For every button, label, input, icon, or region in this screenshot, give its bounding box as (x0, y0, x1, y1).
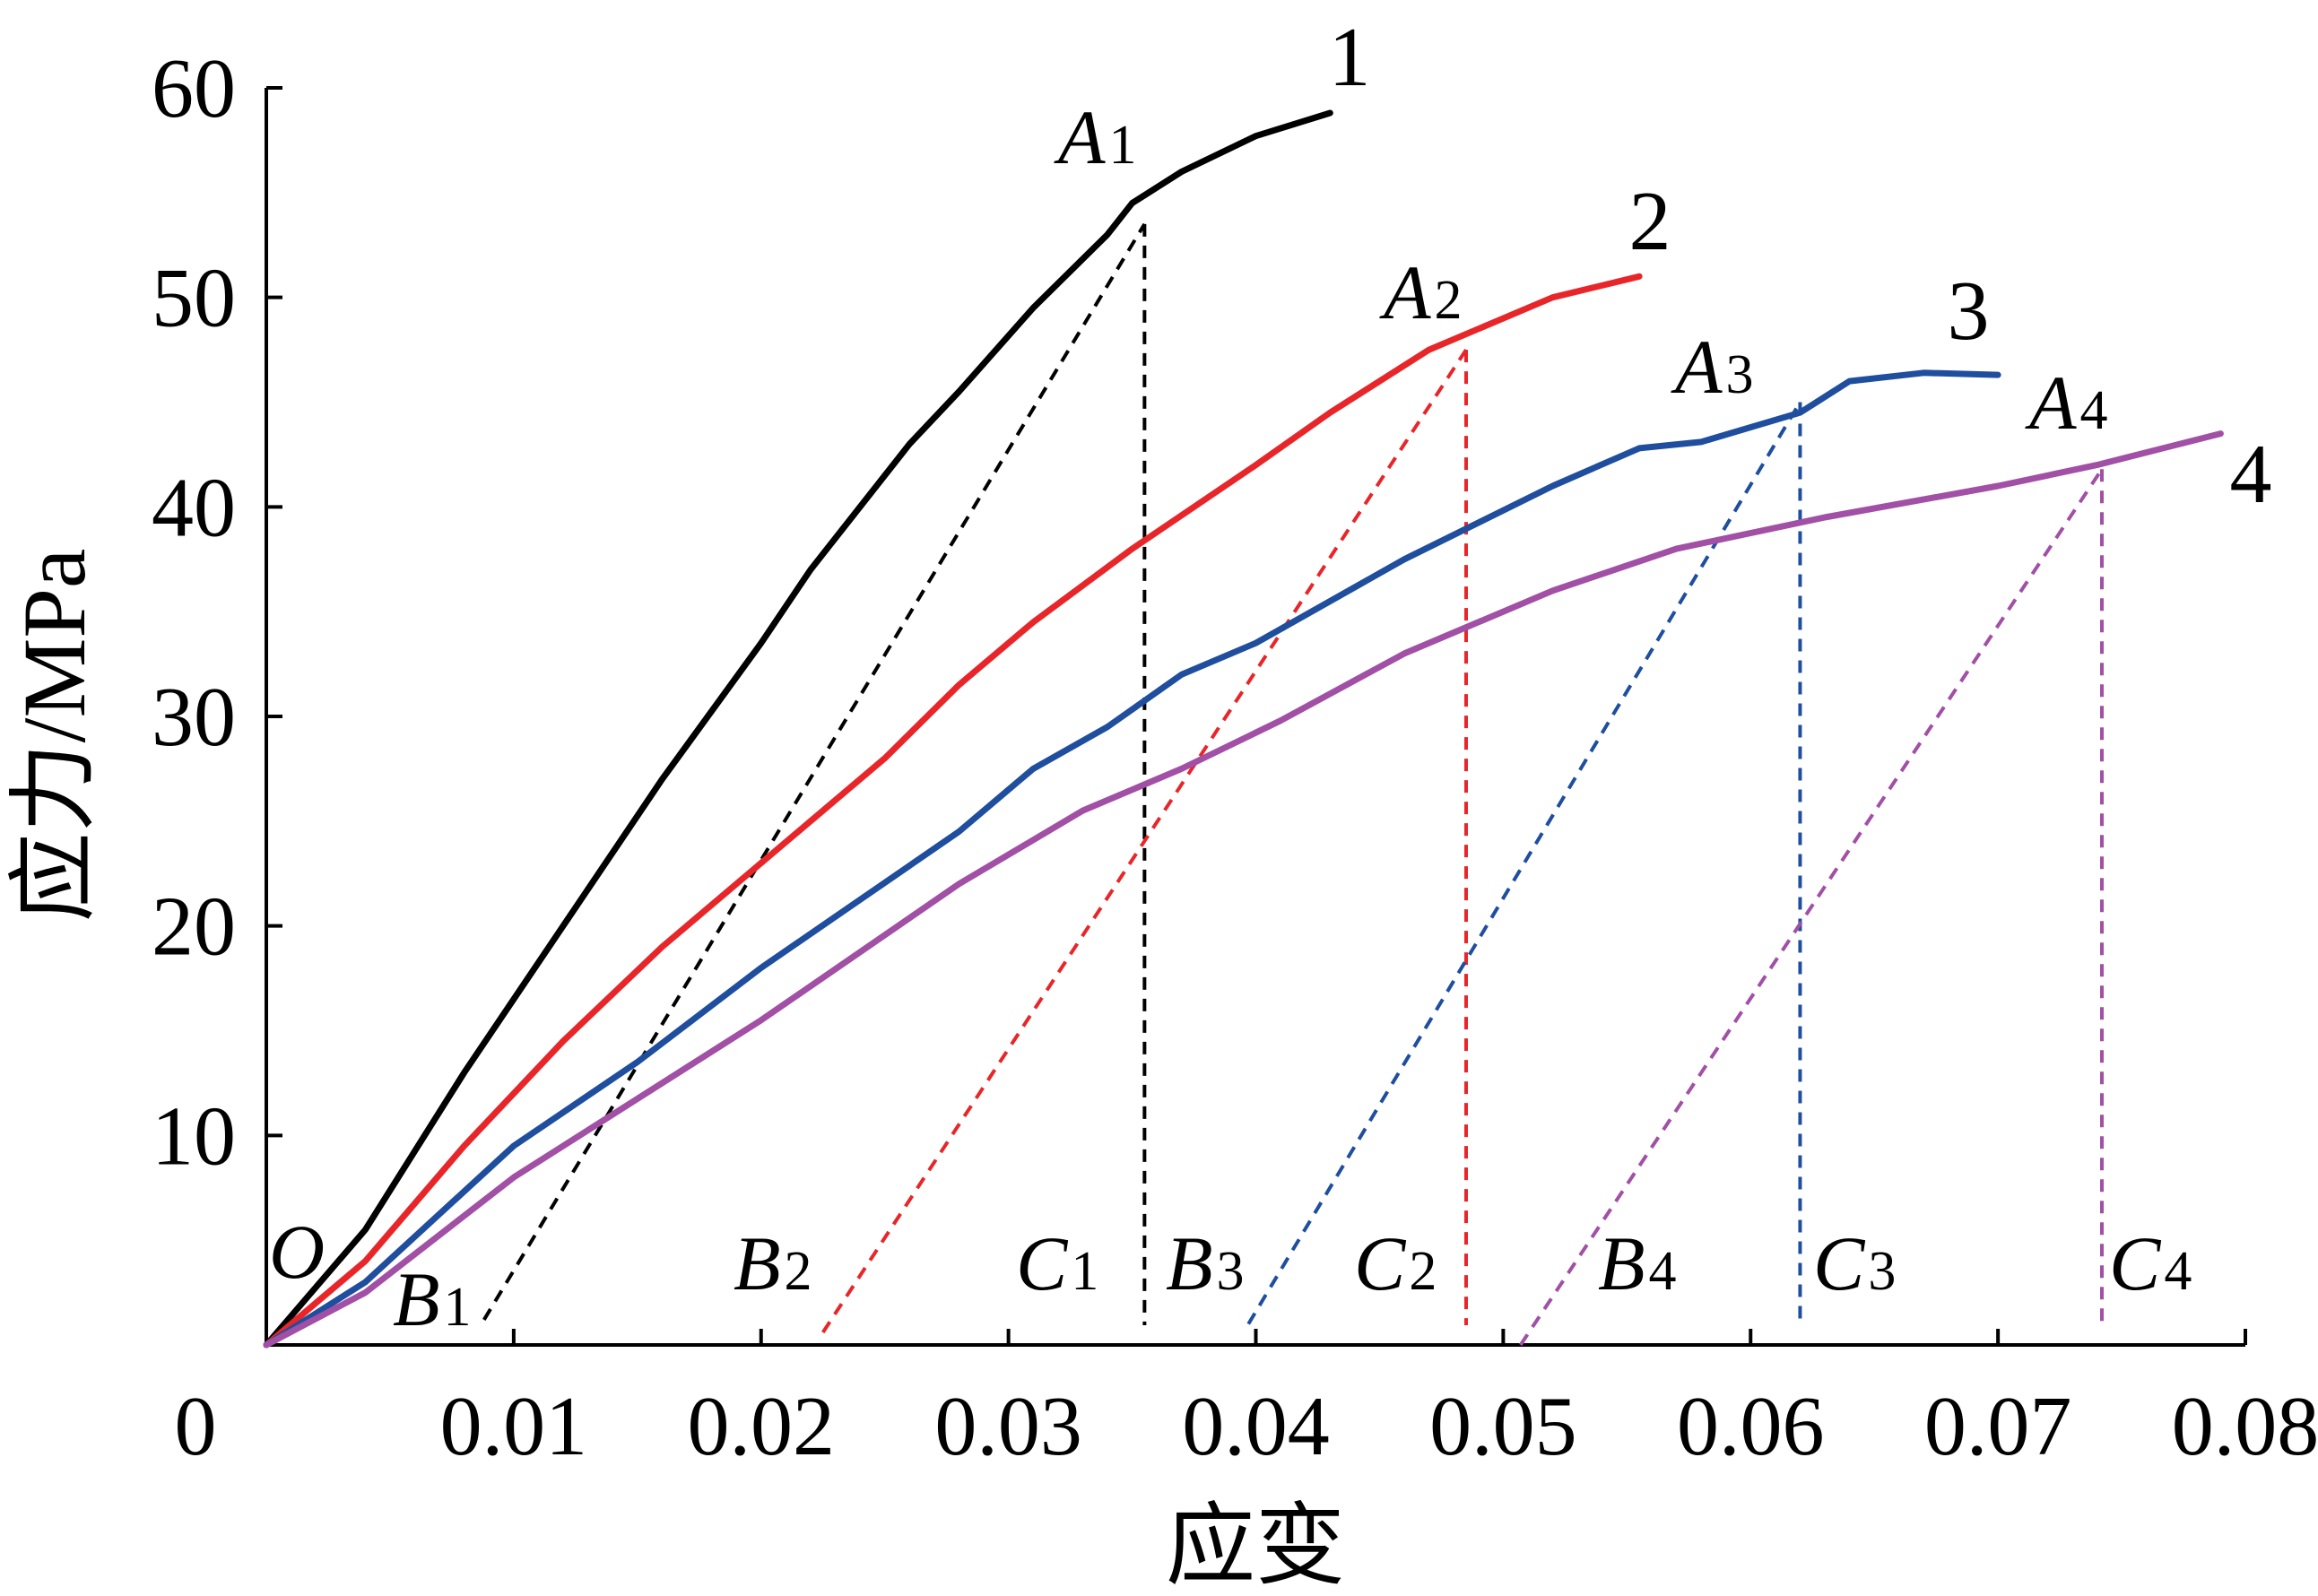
point-labels: 1 2 3 4 O A1 A2 A3 A4 B1 B2 B3 B4 C1 C2 C3 C4 (269, 11, 2272, 1342)
axes: 0 0.01 0.02 0.03 0.04 0.05 0.06 0.07 0.08 10 20 30 4… (4, 42, 2318, 1596)
guide-lines (482, 222, 2104, 1347)
label-C2: C2 (1354, 1220, 1437, 1306)
y-tick-label: 60 (152, 42, 236, 135)
label-A4: A4 (2025, 360, 2108, 446)
secant-line-2 (821, 348, 1468, 1334)
label-B3: B3 (1166, 1220, 1245, 1306)
series-line-1 (263, 109, 1333, 1349)
label-C1: C1 (1016, 1220, 1098, 1306)
x-tick-label: 0.08 (2172, 1380, 2318, 1473)
x-tick-label: 0.07 (1924, 1380, 2072, 1473)
secant-line-3 (1246, 401, 1802, 1325)
label-C4: C4 (2109, 1220, 2192, 1306)
curve-number-1: 1 (1329, 11, 1371, 104)
label-A3: A3 (1671, 324, 1754, 410)
curves (263, 109, 2224, 1349)
label-A1: A1 (1054, 94, 1137, 180)
x-tick-label: 0 (175, 1380, 217, 1473)
y-tick-label: 10 (152, 1089, 236, 1183)
label-B4: B4 (1598, 1220, 1677, 1306)
x-tick-label: 0.06 (1677, 1380, 1825, 1473)
y-tick-label: 50 (152, 252, 236, 345)
x-axis-title: 应变 (1166, 1496, 1345, 1596)
y-tick-label: 20 (152, 880, 236, 974)
series-line-4 (263, 430, 2224, 1349)
curve-number-3: 3 (1948, 265, 1990, 358)
x-tick-label: 0.02 (688, 1380, 836, 1473)
curve-number-2: 2 (1629, 175, 1671, 268)
y-tick-label: 30 (152, 671, 236, 764)
label-A2: A2 (1379, 249, 1463, 335)
y-axis-title: 应力/MPa (4, 549, 104, 923)
y-tick-label: 40 (152, 461, 236, 554)
label-B2: B2 (734, 1220, 812, 1306)
origin-label: O (269, 1209, 325, 1295)
curve-number-4: 4 (2230, 428, 2272, 521)
label-B1: B1 (393, 1256, 472, 1342)
x-tick-label: 0.04 (1182, 1380, 1330, 1473)
x-tick-label: 0.01 (440, 1380, 588, 1473)
series-line-3 (263, 369, 2001, 1349)
series-line-2 (263, 273, 1643, 1349)
x-tick-label: 0.05 (1429, 1380, 1577, 1473)
x-tick-label: 0.03 (934, 1380, 1082, 1473)
secant-line-1 (482, 222, 1147, 1321)
secant-line-4 (1519, 468, 2104, 1347)
label-C3: C3 (1813, 1220, 1896, 1306)
